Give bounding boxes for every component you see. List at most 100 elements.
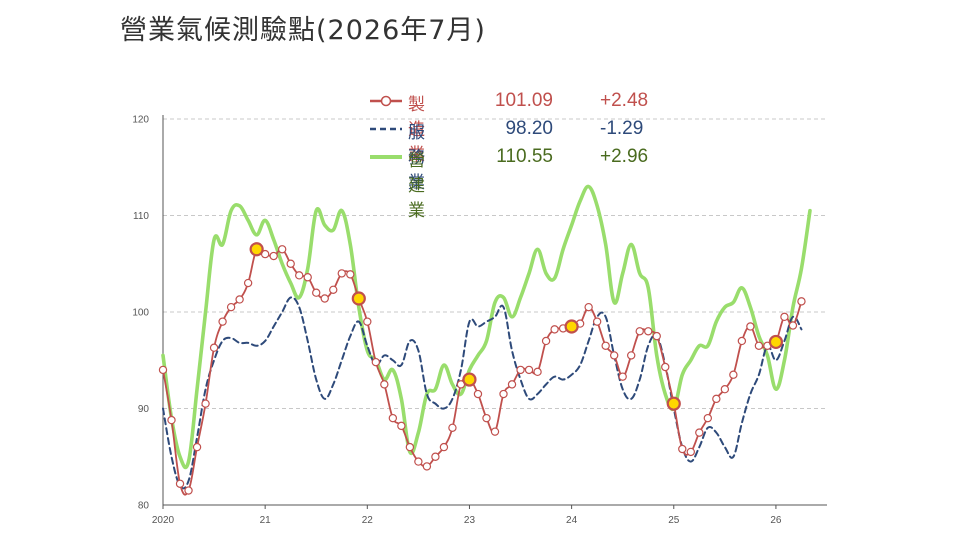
legend-label-manufacturing: 製造業 (408, 95, 425, 165)
data-point-manufacturing (158, 365, 168, 375)
data-point-manufacturing (175, 479, 185, 488)
data-point-manufacturing (490, 427, 500, 436)
legend-swatch-manufacturing (370, 95, 402, 107)
data-point-manufacturing (388, 413, 398, 423)
data-point-manufacturing (312, 288, 321, 297)
data-point-manufacturing (652, 331, 661, 341)
data-point-manufacturing (780, 312, 789, 322)
legend-label-services: 服務業 (408, 123, 425, 193)
data-point-manufacturing (609, 351, 619, 360)
highlight-point-manufacturing (462, 372, 477, 387)
x-tick-label-25: 25 (668, 515, 680, 526)
data-point-manufacturing (184, 486, 193, 495)
data-point-manufacturing (635, 327, 644, 336)
data-point-manufacturing (201, 399, 210, 408)
data-point-manufacturing (286, 259, 295, 268)
data-point-manufacturing (235, 295, 244, 304)
data-point-manufacturing (439, 442, 449, 452)
data-point-manufacturing (405, 442, 415, 452)
data-point-manufacturing (371, 357, 381, 367)
legend-value-construction: 110.55 (496, 146, 553, 167)
x-tick-label-23: 23 (464, 515, 476, 526)
data-point-manufacturing (797, 297, 806, 306)
data-point-manufacturing (737, 336, 747, 346)
data-point-manufacturing (167, 415, 176, 425)
data-point-manufacturing (295, 271, 304, 280)
data-point-manufacturing (243, 278, 253, 288)
legend-value-manufacturing: 101.09 (494, 90, 553, 111)
legend-swatch-services (370, 127, 402, 131)
highlight-point-manufacturing (564, 319, 579, 334)
data-point-manufacturing (695, 428, 704, 437)
highlight-point-manufacturing (351, 291, 366, 306)
data-point-manufacturing (363, 317, 372, 326)
legend-change-manufacturing: +2.48 (600, 90, 649, 111)
data-point-manufacturing (209, 343, 219, 352)
page-title: 營業氣候測驗點(2026年7月) (120, 15, 486, 46)
data-point-manufacturing (686, 447, 695, 457)
data-point-manufacturing (584, 302, 593, 312)
x-tick-label-22: 22 (362, 515, 374, 526)
data-point-manufacturing (720, 385, 730, 394)
data-point-manufacturing (618, 372, 627, 381)
data-point-manufacturing (550, 325, 559, 334)
data-point-manufacturing (482, 413, 491, 423)
data-point-manufacturing (380, 380, 389, 389)
data-point-manufacturing (678, 444, 687, 454)
data-point-manufacturing (499, 389, 508, 399)
data-point-manufacturing (346, 270, 355, 279)
data-point-manufacturing (422, 462, 432, 471)
data-point-manufacturing (516, 365, 525, 375)
data-point-manufacturing (524, 365, 534, 375)
axes: 80 90 100 110 120 2020 21 22 23 24 25 26 (132, 115, 827, 526)
data-point-manufacturing (754, 341, 764, 350)
data-point-manufacturing (303, 273, 312, 282)
data-point-manufacturing (729, 370, 738, 379)
data-point-manufacturing (627, 351, 636, 360)
data-point-manufacturing (226, 302, 236, 312)
data-point-manufacturing (320, 294, 329, 303)
x-tick-label-2020: 2020 (152, 515, 175, 526)
y-tick-label-110: 110 (133, 211, 149, 222)
y-tick-label-120: 120 (132, 115, 149, 126)
data-point-manufacturing (541, 336, 551, 346)
series-layer (158, 184, 812, 496)
data-point-manufacturing (337, 269, 346, 278)
data-point-manufacturing (448, 423, 457, 432)
x-tick-label-26: 26 (770, 515, 782, 526)
series-line-services (162, 296, 803, 490)
data-point-manufacturing (788, 321, 798, 330)
legend-label-construction: 營建業 (408, 151, 425, 221)
data-point-manufacturing (533, 367, 542, 377)
data-point-manufacturing (397, 421, 406, 431)
highlight-point-manufacturing (666, 396, 681, 411)
data-point-manufacturing (277, 245, 287, 254)
data-point-manufacturing (703, 413, 713, 423)
grid-lines (163, 118, 827, 409)
y-tick-label-100: 100 (132, 308, 149, 319)
data-point-manufacturing (507, 380, 517, 389)
series-line-construction (161, 184, 812, 470)
data-point-manufacturing (644, 327, 653, 336)
highlight-point-manufacturing (768, 334, 784, 350)
data-point-manufacturing (601, 341, 610, 350)
y-tick-label-80: 80 (138, 501, 150, 512)
data-point-manufacturing (473, 389, 483, 399)
legend-change-construction: +2.96 (600, 146, 649, 167)
data-point-manufacturing (746, 322, 755, 331)
y-tick-label-90: 90 (138, 404, 150, 415)
data-point-manufacturing (661, 362, 670, 372)
legend-change-services: -1.29 (600, 118, 644, 139)
highlight-point-manufacturing (249, 242, 264, 257)
data-point-manufacturing (192, 442, 202, 452)
data-point-manufacturing (269, 251, 278, 261)
data-point-manufacturing (218, 317, 227, 326)
data-point-manufacturing (414, 457, 423, 466)
data-point-manufacturing (712, 394, 721, 404)
series-line-manufacturing (162, 246, 803, 496)
x-tick-label-24: 24 (566, 515, 578, 526)
data-point-manufacturing (329, 285, 338, 295)
legend-value-services: 98.20 (505, 118, 553, 139)
data-point-manufacturing (431, 452, 440, 461)
